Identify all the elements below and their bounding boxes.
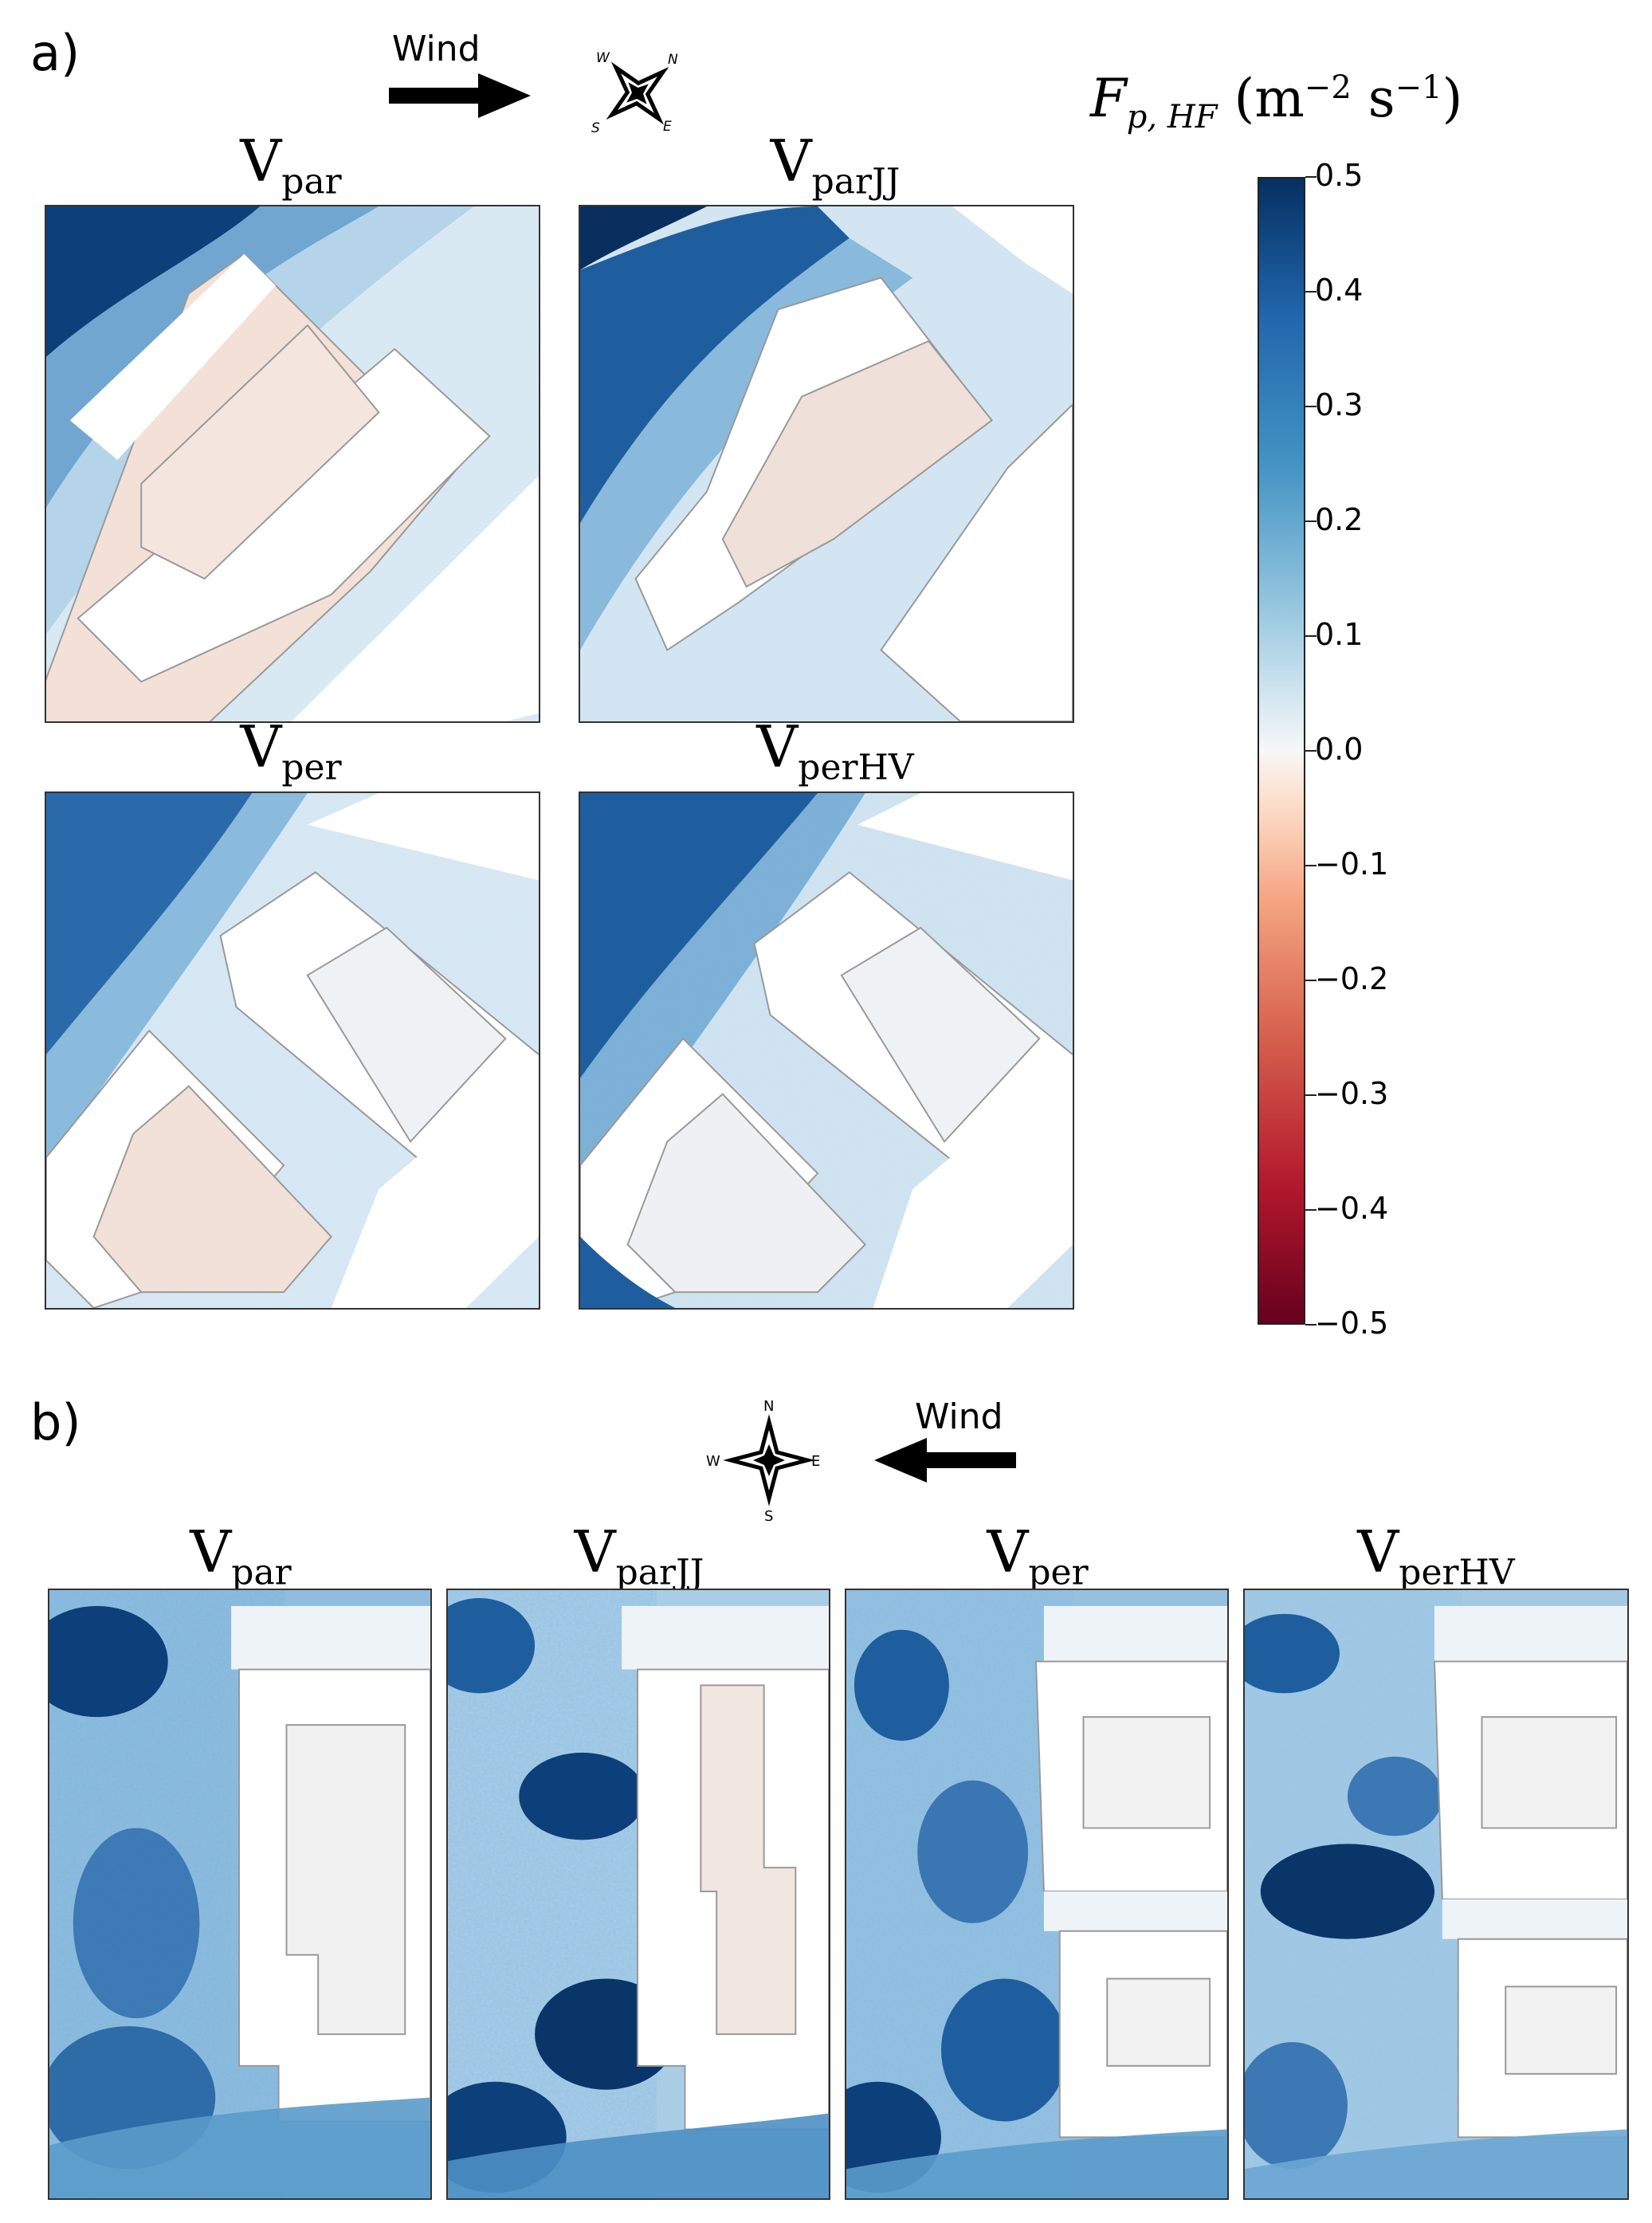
colorbar-tick-label: −0.1 <box>1315 846 1389 882</box>
heatmap-a-vperhv <box>579 791 1074 1310</box>
compass-e-b: E <box>811 1453 820 1470</box>
colorbar-tick-mark <box>1305 1324 1316 1326</box>
heatmap-b-vperhv <box>1243 1589 1629 2200</box>
colorbar-tick-mark <box>1305 750 1316 752</box>
title-b-vper: Vper <box>987 1518 1089 1593</box>
title-b-vperhv: VperHV <box>1357 1518 1515 1593</box>
title-a-vpar: Vpar <box>240 128 342 202</box>
compass-w-a: W <box>596 50 610 66</box>
title-a-vperhv: VperHV <box>756 713 914 788</box>
panel-a-label: a) <box>30 24 80 82</box>
colorbar-tick-label: 0.3 <box>1315 387 1364 422</box>
wind-label-a: Wind <box>392 29 481 69</box>
colorbar-tick-label: −0.5 <box>1315 1306 1389 1341</box>
heatmap-b-vparjj <box>446 1589 830 2200</box>
wind-arrow-right-icon <box>389 73 531 118</box>
colorbar-title: Fp, HF (m−2 s−1) <box>1090 68 1463 136</box>
colorbar-tick-label: 0.1 <box>1315 617 1364 652</box>
colorbar <box>1258 177 1305 1325</box>
panel-b-label: b) <box>30 1393 81 1451</box>
colorbar-tick-label: 0.2 <box>1315 502 1364 537</box>
colorbar-tick-label: 0.5 <box>1315 158 1364 193</box>
wind-label-b: Wind <box>915 1396 1003 1437</box>
colorbar-tick-mark <box>1305 980 1316 981</box>
colorbar-tick-mark <box>1305 406 1316 407</box>
heatmap-b-vper <box>845 1589 1229 2200</box>
colorbar-tick-mark <box>1305 865 1316 866</box>
colorbar-tick-mark <box>1305 635 1316 637</box>
compass-rose-icon-b: N E S W <box>706 1398 820 1524</box>
colorbar-tick-label: −0.3 <box>1315 1076 1389 1111</box>
colorbar-tick-mark <box>1305 1209 1316 1211</box>
colorbar-tick-label: −0.4 <box>1315 1191 1389 1226</box>
wind-arrow-left-icon <box>874 1438 1016 1483</box>
colorbar-tick-mark <box>1305 1094 1316 1096</box>
colorbar-tick-label: 0.4 <box>1315 273 1364 308</box>
colorbar-tick-mark <box>1305 520 1316 522</box>
compass-w-b: W <box>706 1453 720 1470</box>
compass-rose-icon-a: N E S W <box>591 50 678 136</box>
compass-s-b: S <box>764 1508 773 1524</box>
compass-n-b: N <box>763 1398 774 1415</box>
heatmap-b-vpar <box>48 1589 432 2200</box>
title-a-vparjj: VparJJ <box>770 128 901 202</box>
heatmap-a-vpar <box>45 205 540 723</box>
colorbar-tick-label: 0.0 <box>1315 732 1364 767</box>
heatmap-a-vper <box>45 791 540 1310</box>
colorbar-tick-mark <box>1305 291 1316 293</box>
title-b-vparjj: VparJJ <box>574 1518 704 1593</box>
heatmap-a-vparjj <box>579 205 1074 723</box>
colorbar-tick-mark <box>1305 176 1316 178</box>
colorbar-tick-label: −0.2 <box>1315 961 1389 996</box>
title-a-vper: Vper <box>240 713 342 788</box>
compass-n-a: N <box>668 52 678 68</box>
compass-s-a: S <box>591 120 600 136</box>
compass-e-a: E <box>663 119 672 135</box>
title-b-vpar: Vpar <box>190 1518 292 1593</box>
